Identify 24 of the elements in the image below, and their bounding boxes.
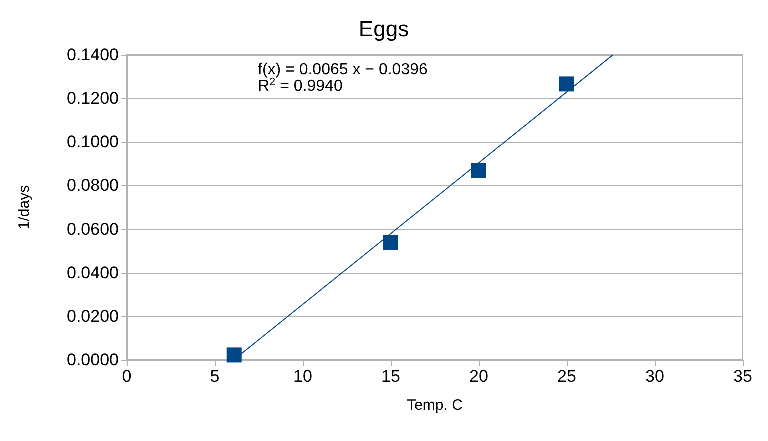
y-tick-label: 0.0200 — [67, 306, 119, 326]
y-tick-label: 0.0800 — [67, 176, 119, 196]
y-tick-label: 0.0600 — [67, 220, 119, 239]
point — [560, 76, 574, 92]
x-tick-label: 15 — [382, 367, 400, 386]
y-tick-label: 0.0000 — [67, 350, 119, 370]
point — [226, 348, 242, 363]
y-tick-label: 0.1400 — [67, 46, 119, 64]
y-axis-title: 1/days — [16, 185, 33, 230]
x-tick-label: 25 — [558, 367, 576, 386]
annotation: f(x) = 0.0065 x − 0.0396 — [258, 62, 428, 78]
y-tick-label: 0.1000 — [67, 132, 119, 152]
x-tick-label: 30 — [646, 367, 664, 386]
x-tick-label: 35 — [734, 367, 752, 386]
chart-title: Eggs — [358, 16, 410, 42]
y-tick-label: 0.1200 — [67, 89, 119, 108]
point — [384, 236, 398, 251]
point — [472, 163, 486, 178]
x-tick-label: 0 — [122, 367, 132, 386]
y-tick-label: 0.0400 — [67, 263, 119, 282]
x-axis-title: Temp. C — [407, 397, 464, 414]
x-tick-label: 20 — [470, 367, 488, 386]
x-tick-label: 5 — [210, 367, 220, 386]
x-tick-label: 10 — [294, 367, 312, 386]
